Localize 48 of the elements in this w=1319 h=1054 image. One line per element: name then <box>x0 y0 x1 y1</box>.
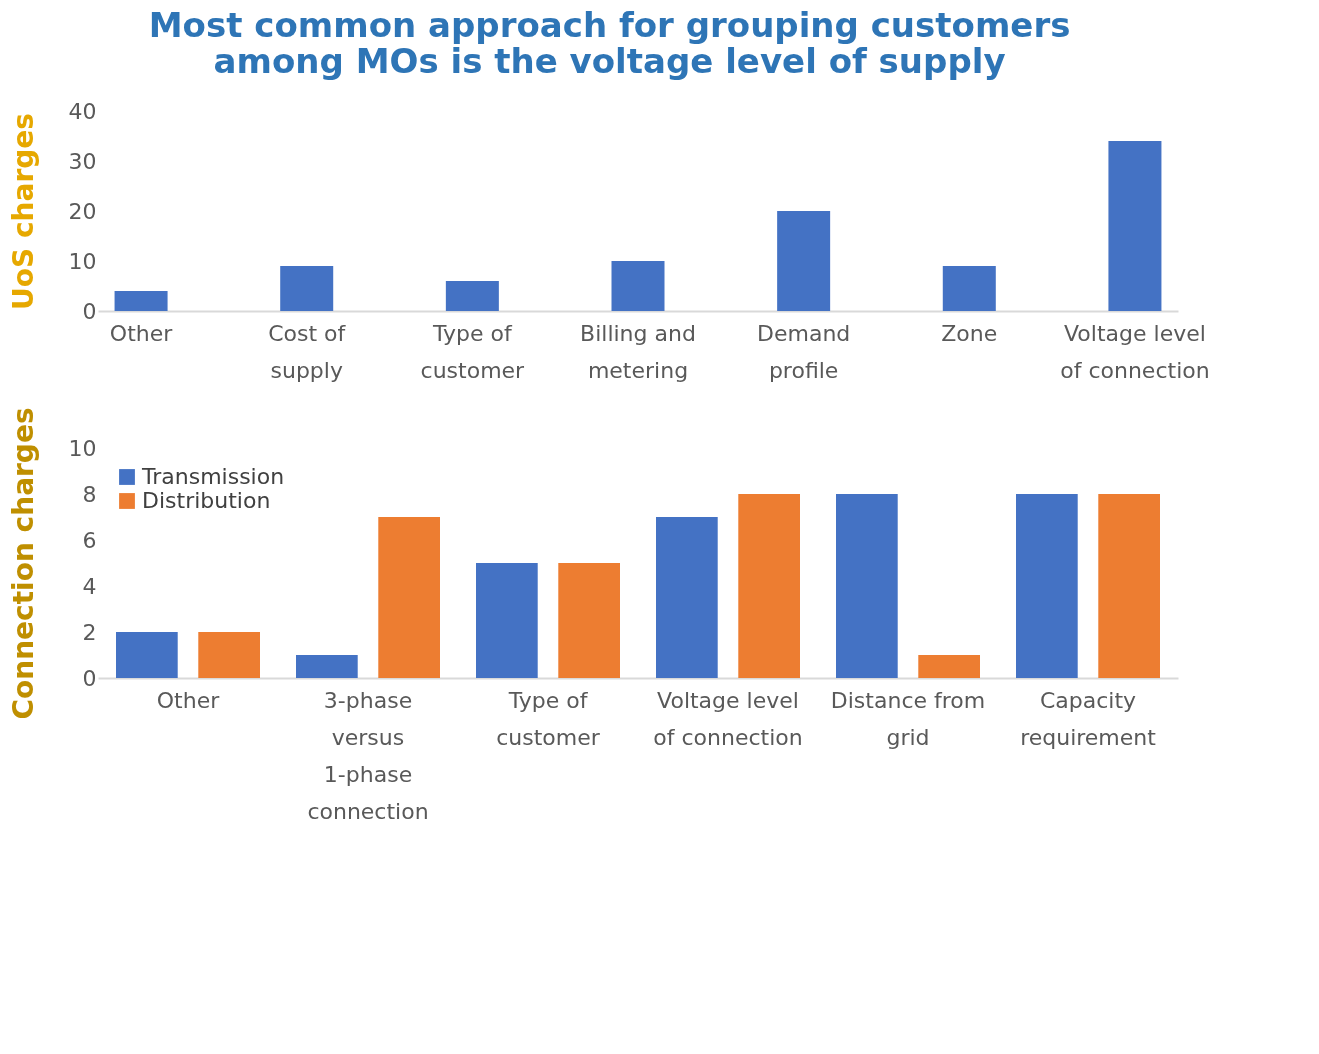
bar <box>558 563 620 678</box>
x-tick-label: Voltage level of connection <box>1060 320 1210 383</box>
bar <box>1016 494 1078 678</box>
x-tick-label: Capacity requirement <box>1020 687 1157 750</box>
bar <box>116 632 178 678</box>
bar <box>656 517 718 678</box>
bar <box>777 211 831 311</box>
bar <box>114 291 168 311</box>
bar <box>942 266 996 311</box>
x-tick-label: Type of customer <box>420 320 526 383</box>
x-tick-label: Demand profile <box>757 320 851 383</box>
y-tick-label: 0 <box>82 298 97 324</box>
bar <box>476 563 538 678</box>
x-tick-label: Distance from grid <box>830 687 986 750</box>
y-tick-label: 0 <box>82 665 97 691</box>
x-tick-label: Zone <box>941 320 998 346</box>
legend-label: Distribution <box>142 488 271 513</box>
x-tick-label: Billing and metering <box>580 320 696 383</box>
y-tick-label: 2 <box>82 619 97 645</box>
y-axis-title: Connection charges <box>6 407 40 720</box>
y-tick-label: 30 <box>68 148 97 174</box>
bar <box>611 261 665 311</box>
bar <box>445 281 499 311</box>
y-axis-title: UoS charges <box>6 113 40 310</box>
x-tick-label: 3-phase versus 1-phase connection <box>307 687 429 824</box>
bar <box>378 517 440 678</box>
bar <box>1108 141 1162 311</box>
bar <box>296 655 358 678</box>
bar <box>280 266 334 311</box>
y-tick-label: 10 <box>68 248 97 274</box>
bar <box>198 632 260 678</box>
x-tick-label: Other <box>156 687 221 713</box>
y-tick-label: 4 <box>82 573 97 599</box>
y-tick-label: 6 <box>82 527 97 553</box>
chart-title: Most common approach for grouping customers among MOs is the voltage level of supply <box>148 5 1071 81</box>
bar <box>1098 494 1160 678</box>
y-tick-label: 20 <box>68 198 97 224</box>
y-tick-label: 10 <box>68 435 97 461</box>
y-tick-label: 8 <box>82 481 97 507</box>
bar <box>738 494 800 678</box>
bar <box>836 494 898 678</box>
legend-label: Transmission <box>141 464 285 489</box>
x-tick-label: Other <box>109 320 174 346</box>
bar <box>918 655 980 678</box>
x-tick-label: Type of customer <box>496 687 601 750</box>
x-tick-label: Voltage level of connection <box>653 687 803 750</box>
y-tick-label: 40 <box>68 98 97 124</box>
x-tick-label: Cost of supply <box>268 320 347 383</box>
